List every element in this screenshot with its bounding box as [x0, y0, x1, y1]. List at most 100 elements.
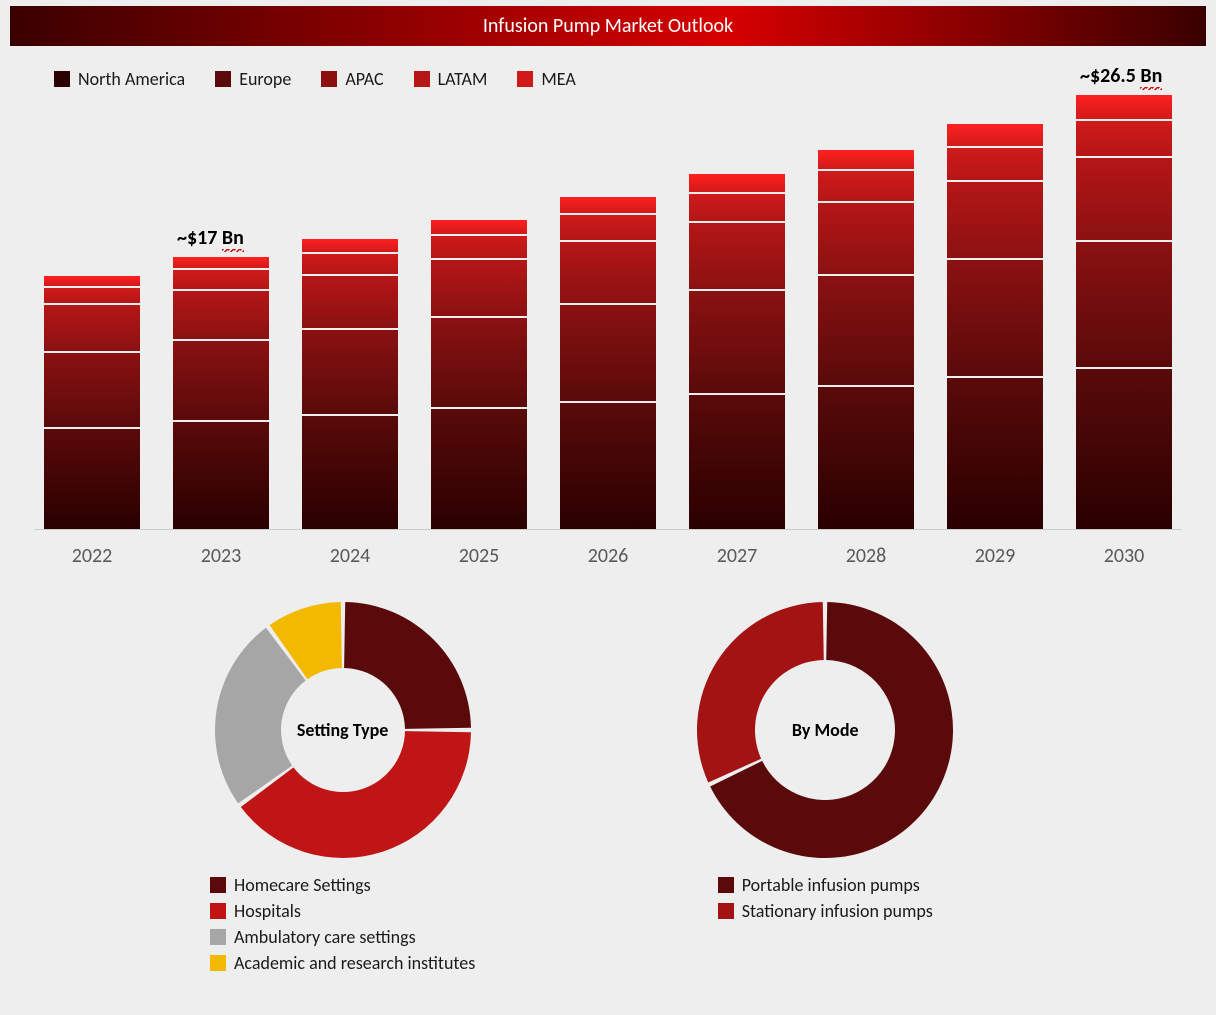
- bar-column: [431, 218, 527, 530]
- bar-segment: [560, 213, 656, 241]
- legend-swatch: [215, 71, 231, 87]
- legend-item: Stationary infusion pumps: [718, 900, 933, 922]
- bar-segment: [1076, 367, 1172, 529]
- bar-segment: [431, 407, 527, 529]
- bar-segment: [1076, 119, 1172, 156]
- bar-year-label: 2030: [1076, 544, 1172, 568]
- bar-column: [302, 237, 398, 529]
- bar-segment: [818, 148, 914, 169]
- legend-swatch: [210, 877, 226, 893]
- bar-column: [560, 195, 656, 529]
- legend-item: Ambulatory care settings: [210, 926, 475, 948]
- legend-label: Stationary infusion pumps: [742, 900, 933, 922]
- bar-segment: [431, 316, 527, 407]
- bar-chart-area: 202220232024202520262027202820292030 ~$1…: [34, 100, 1182, 568]
- legend-swatch: [321, 71, 337, 87]
- bar-segment: [947, 180, 1043, 258]
- donut-setting-type-block: Setting Type Homecare Settings Hospitals A…: [210, 600, 475, 978]
- bar-segment: [173, 268, 269, 289]
- bar-year-label: 2026: [560, 544, 656, 568]
- bar-column: [947, 122, 1043, 529]
- bar-column: [44, 274, 140, 529]
- bar-segment: [947, 146, 1043, 180]
- legend-item: Europe: [215, 68, 291, 90]
- bar-segment: [689, 393, 785, 529]
- bar-year-label: 2022: [44, 544, 140, 568]
- bar-segment: [947, 258, 1043, 376]
- legend-swatch: [517, 71, 533, 87]
- bar-segment: [689, 289, 785, 393]
- legend-swatch: [210, 903, 226, 919]
- bar-segment: [173, 420, 269, 529]
- bar-segment: [173, 255, 269, 268]
- bar-segment: [173, 289, 269, 339]
- legend-label: LATAM: [438, 68, 488, 90]
- bar-segment: [560, 195, 656, 213]
- bar-segment: [818, 201, 914, 274]
- legend-label: Ambulatory care settings: [234, 926, 416, 948]
- legend-label: MEA: [541, 68, 575, 90]
- legend-label: APAC: [345, 68, 383, 90]
- bar-segment: [302, 414, 398, 529]
- donut-slice: [697, 602, 824, 782]
- bar-segment: [1076, 93, 1172, 119]
- bar-column: [689, 172, 785, 529]
- donut-slice: [344, 602, 471, 729]
- bar-column: [1076, 93, 1172, 529]
- legend-swatch: [210, 955, 226, 971]
- legend-label: North America: [78, 68, 185, 90]
- donut-setting-center-label: Setting Type: [297, 719, 388, 741]
- bar-column: [173, 255, 269, 529]
- bar-segment: [302, 328, 398, 414]
- bar-segment: [44, 351, 140, 427]
- bar-year-label: 2027: [689, 544, 785, 568]
- bar-year-axis: 202220232024202520262027202820292030: [34, 530, 1182, 568]
- bar-segment: [431, 218, 527, 234]
- bar-segment: [947, 122, 1043, 146]
- bar-year-label: 2029: [947, 544, 1043, 568]
- legend-swatch: [414, 71, 430, 87]
- legend-label: Homecare Settings: [234, 874, 371, 896]
- bar-segment: [173, 339, 269, 420]
- bar-segment: [431, 258, 527, 316]
- bar-year-label: 2023: [173, 544, 269, 568]
- page-root: Infusion Pump Market Outlook North Ameri…: [0, 6, 1216, 1015]
- bar-segment: [689, 221, 785, 289]
- bar-segment: [560, 303, 656, 400]
- donut-row: Setting Type Homecare Settings Hospitals A…: [0, 568, 1216, 978]
- bar-annotation: ~$26.5 Bn: [1080, 64, 1162, 92]
- legend-item: Academic and research institutes: [210, 952, 475, 974]
- bar-segment: [44, 303, 140, 350]
- stacked-bar-chart: [34, 100, 1182, 530]
- legend-swatch: [718, 877, 734, 893]
- donut-by-mode-block: By Mode Portable infusion pumps Stationar…: [695, 600, 955, 978]
- bar-column: [818, 148, 914, 529]
- bar-year-label: 2028: [818, 544, 914, 568]
- bar-segment: [818, 385, 914, 529]
- legend-swatch: [54, 71, 70, 87]
- legend-item: North America: [54, 68, 185, 90]
- bar-segment: [689, 172, 785, 191]
- legend-label: Academic and research institutes: [234, 952, 475, 974]
- donut-by-mode: By Mode: [695, 600, 955, 860]
- legend-label: Europe: [239, 68, 291, 90]
- donut-mode-center-label: By Mode: [792, 719, 859, 741]
- bar-segment: [560, 240, 656, 303]
- bar-segment: [44, 427, 140, 529]
- legend-item: Hospitals: [210, 900, 475, 922]
- donut-mode-legend: Portable infusion pumps Stationary infusi…: [718, 870, 933, 926]
- bar-segment: [302, 252, 398, 275]
- bar-segment: [689, 192, 785, 221]
- bar-segment: [431, 234, 527, 258]
- page-title-bar: Infusion Pump Market Outlook: [10, 6, 1206, 46]
- bar-segment: [947, 376, 1043, 529]
- legend-item: Portable infusion pumps: [718, 874, 933, 896]
- page-title: Infusion Pump Market Outlook: [483, 14, 733, 38]
- bar-segment: [44, 286, 140, 304]
- bar-chart-legend: North America Europe APAC LATAM MEA: [0, 46, 1216, 100]
- legend-swatch: [210, 929, 226, 945]
- legend-label: Portable infusion pumps: [742, 874, 920, 896]
- donut-setting-type: Setting Type: [213, 600, 473, 860]
- bar-segment: [560, 401, 656, 529]
- bar-segment: [818, 169, 914, 201]
